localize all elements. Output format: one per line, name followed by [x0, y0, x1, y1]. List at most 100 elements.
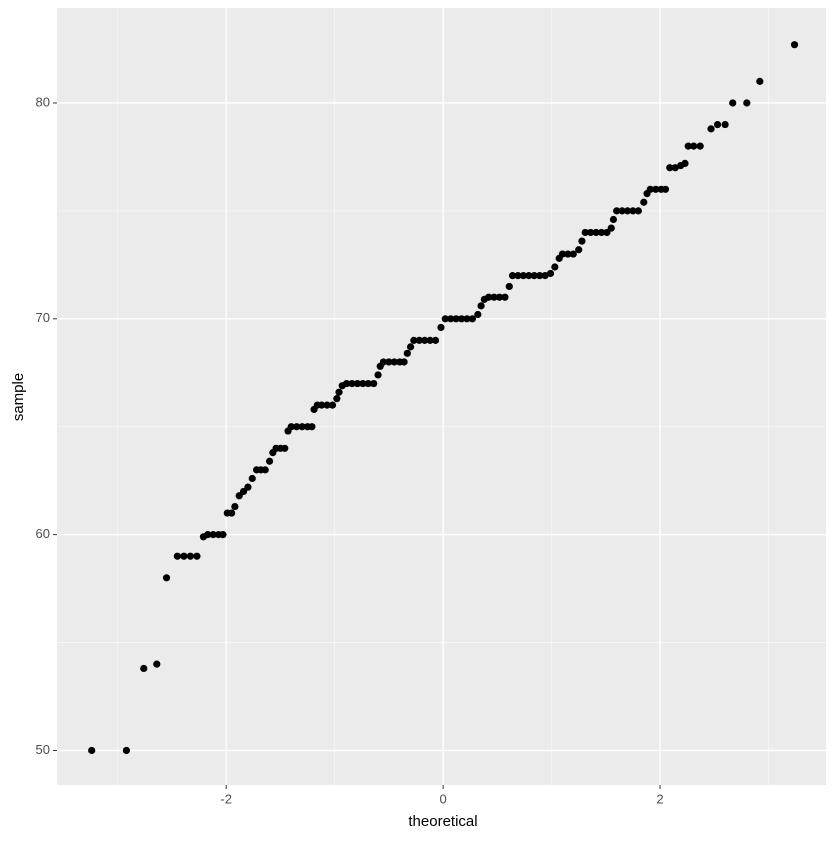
y-tick-label: 50	[36, 742, 50, 757]
point	[671, 164, 679, 172]
point	[477, 302, 485, 310]
point	[293, 423, 301, 431]
point	[219, 531, 227, 539]
point	[328, 401, 337, 409]
point	[597, 228, 606, 237]
point	[790, 41, 799, 49]
point	[390, 358, 398, 366]
point	[508, 272, 517, 280]
point	[180, 552, 188, 560]
point	[634, 207, 642, 215]
point	[681, 159, 689, 167]
point	[564, 250, 572, 258]
point	[463, 315, 471, 323]
point	[743, 99, 751, 107]
point	[525, 272, 533, 280]
point	[287, 423, 295, 431]
x-tick-label: 2	[656, 791, 663, 806]
point	[209, 531, 217, 539]
point	[581, 228, 589, 237]
point	[265, 457, 274, 465]
point	[88, 746, 96, 755]
point	[569, 250, 577, 258]
point	[140, 664, 148, 673]
point	[400, 358, 408, 366]
point	[379, 358, 388, 366]
y-tick-label: 60	[36, 526, 50, 541]
point	[495, 293, 504, 301]
point	[707, 125, 715, 133]
point	[457, 315, 466, 323]
point	[558, 250, 567, 258]
point	[519, 272, 527, 280]
x-tick-label: -2	[220, 791, 232, 806]
point	[333, 395, 341, 403]
point	[530, 272, 538, 280]
point	[661, 185, 670, 193]
point	[575, 246, 583, 254]
point	[640, 198, 648, 206]
point	[374, 371, 382, 379]
point	[353, 379, 362, 388]
point	[652, 185, 660, 193]
point	[541, 272, 549, 280]
point	[546, 269, 555, 278]
point	[173, 552, 181, 560]
point	[587, 228, 595, 237]
point	[607, 224, 615, 232]
point	[406, 343, 415, 351]
panel	[57, 8, 826, 785]
point	[729, 99, 737, 107]
point	[629, 207, 637, 215]
point	[578, 237, 586, 245]
point	[415, 336, 423, 344]
point	[364, 379, 372, 388]
point	[666, 164, 674, 172]
point	[485, 293, 493, 301]
point	[186, 552, 195, 560]
point	[441, 315, 449, 323]
x-tick-label: 0	[440, 791, 447, 806]
point	[690, 142, 698, 150]
point	[228, 509, 236, 517]
point	[684, 142, 692, 150]
point	[261, 466, 269, 474]
point	[122, 746, 131, 755]
point	[592, 228, 600, 237]
point	[618, 207, 626, 215]
point	[162, 574, 171, 582]
point	[713, 120, 722, 129]
point	[335, 388, 343, 396]
point	[348, 379, 356, 388]
point	[403, 349, 411, 357]
point	[385, 358, 393, 366]
point	[323, 401, 331, 409]
point	[756, 77, 764, 85]
point	[447, 315, 455, 323]
point	[721, 120, 729, 129]
point	[193, 552, 201, 560]
x-axis-title: theoretical	[408, 813, 477, 830]
point	[298, 423, 306, 431]
point	[514, 272, 522, 280]
point	[281, 444, 289, 452]
point	[437, 323, 445, 332]
watermark: @稀土掘金技术社区	[665, 795, 818, 814]
point	[646, 185, 654, 193]
point	[474, 310, 482, 319]
point	[421, 336, 429, 344]
point	[426, 336, 434, 344]
point	[410, 336, 418, 344]
point	[318, 401, 326, 409]
point	[505, 282, 513, 291]
point	[551, 263, 559, 271]
point	[231, 502, 239, 511]
y-tick-label: 80	[36, 94, 50, 109]
point	[153, 660, 161, 668]
point	[431, 336, 440, 344]
point	[370, 379, 378, 388]
y-axis-title: sample	[10, 373, 27, 421]
point	[342, 379, 351, 388]
point	[613, 207, 621, 215]
